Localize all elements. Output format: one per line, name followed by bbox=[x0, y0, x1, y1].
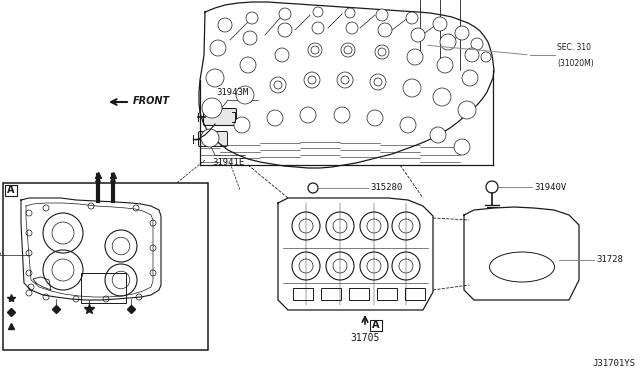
Circle shape bbox=[341, 43, 355, 57]
Circle shape bbox=[411, 28, 425, 42]
Circle shape bbox=[202, 98, 222, 118]
Circle shape bbox=[201, 129, 219, 147]
Circle shape bbox=[465, 48, 479, 62]
Circle shape bbox=[304, 72, 320, 88]
Circle shape bbox=[406, 12, 418, 24]
Circle shape bbox=[218, 18, 232, 32]
Circle shape bbox=[346, 22, 358, 34]
Text: J31701YS: J31701YS bbox=[592, 359, 635, 368]
Circle shape bbox=[433, 88, 451, 106]
Circle shape bbox=[279, 8, 291, 20]
Circle shape bbox=[240, 57, 256, 73]
Text: A: A bbox=[372, 320, 380, 330]
Bar bbox=[370, 320, 382, 331]
Circle shape bbox=[400, 117, 416, 133]
Circle shape bbox=[471, 38, 483, 50]
Circle shape bbox=[481, 52, 491, 62]
FancyBboxPatch shape bbox=[204, 109, 237, 125]
Circle shape bbox=[367, 110, 383, 126]
Text: (31020M): (31020M) bbox=[557, 59, 594, 68]
Circle shape bbox=[433, 17, 447, 31]
Circle shape bbox=[246, 12, 258, 24]
Bar bbox=[377, 288, 397, 300]
Text: SEC. 310: SEC. 310 bbox=[557, 43, 591, 52]
Text: 31940V: 31940V bbox=[534, 183, 566, 192]
Circle shape bbox=[278, 23, 292, 37]
Circle shape bbox=[375, 45, 389, 59]
Text: 31941E: 31941E bbox=[212, 158, 244, 167]
Circle shape bbox=[430, 127, 446, 143]
FancyBboxPatch shape bbox=[198, 131, 227, 147]
Circle shape bbox=[440, 34, 456, 50]
Circle shape bbox=[378, 23, 392, 37]
Circle shape bbox=[243, 31, 257, 45]
Bar bbox=[81, 273, 126, 303]
Text: 315280: 315280 bbox=[370, 183, 403, 192]
Bar bbox=[3, 183, 208, 350]
Circle shape bbox=[308, 43, 322, 57]
Bar bbox=[321, 288, 341, 300]
Circle shape bbox=[334, 107, 350, 123]
Circle shape bbox=[462, 70, 478, 86]
Circle shape bbox=[437, 57, 453, 73]
Bar bbox=[5, 185, 17, 196]
Circle shape bbox=[337, 72, 353, 88]
Circle shape bbox=[300, 107, 316, 123]
Circle shape bbox=[210, 40, 226, 56]
Circle shape bbox=[312, 22, 324, 34]
Text: 31705: 31705 bbox=[350, 333, 380, 343]
Text: ● -- 31050A: ● -- 31050A bbox=[18, 308, 68, 317]
Circle shape bbox=[267, 110, 283, 126]
Bar bbox=[293, 288, 313, 300]
Circle shape bbox=[407, 49, 423, 65]
Circle shape bbox=[236, 86, 254, 104]
Circle shape bbox=[403, 79, 421, 97]
Circle shape bbox=[370, 74, 386, 90]
Bar bbox=[405, 288, 425, 300]
Text: 31728: 31728 bbox=[596, 256, 623, 264]
Circle shape bbox=[313, 7, 323, 17]
Circle shape bbox=[206, 69, 224, 87]
Text: 31943M: 31943M bbox=[216, 88, 248, 97]
Circle shape bbox=[376, 9, 388, 21]
Text: ★ -- 31150AA: ★ -- 31150AA bbox=[18, 294, 75, 302]
Circle shape bbox=[270, 77, 286, 93]
Circle shape bbox=[455, 26, 469, 40]
Circle shape bbox=[458, 101, 476, 119]
Text: A: A bbox=[7, 185, 15, 195]
Circle shape bbox=[345, 8, 355, 18]
Text: ▲ -- 31150AB: ▲ -- 31150AB bbox=[18, 321, 74, 330]
Circle shape bbox=[234, 117, 250, 133]
Text: FRONT: FRONT bbox=[133, 96, 170, 106]
Circle shape bbox=[275, 48, 289, 62]
Circle shape bbox=[454, 139, 470, 155]
Bar bbox=[349, 288, 369, 300]
